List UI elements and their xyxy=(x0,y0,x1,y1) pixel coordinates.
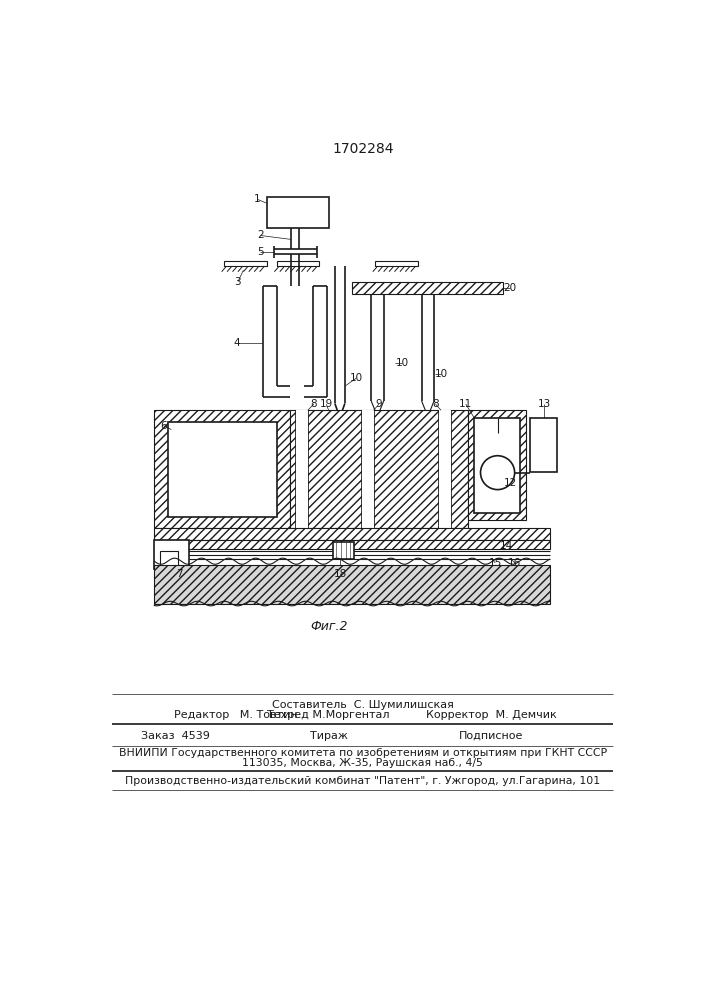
Text: 1: 1 xyxy=(254,194,261,204)
Text: Подписное: Подписное xyxy=(459,731,524,741)
Text: Производственно-издательский комбинат "Патент", г. Ужгород, ул.Гагарина, 101: Производственно-издательский комбинат "П… xyxy=(125,776,600,786)
Text: Редактор   М. Товтин: Редактор М. Товтин xyxy=(174,710,297,720)
Text: 18: 18 xyxy=(334,569,347,579)
Text: 1702284: 1702284 xyxy=(332,142,394,156)
Text: 5: 5 xyxy=(257,247,264,257)
Text: Техред М.Моргентал: Техред М.Моргентал xyxy=(267,710,390,720)
Text: ВНИИПИ Государственного комитета по изобретениям и открытиям при ГКНТ СССР: ВНИИПИ Государственного комитета по изоб… xyxy=(119,748,607,758)
Bar xyxy=(224,261,267,266)
Bar xyxy=(352,282,503,294)
Bar xyxy=(296,410,308,528)
Circle shape xyxy=(481,456,515,490)
Text: Тираж: Тираж xyxy=(310,731,348,741)
Bar xyxy=(332,542,354,559)
Text: 8: 8 xyxy=(310,399,317,409)
Bar xyxy=(154,410,290,528)
Bar xyxy=(267,197,329,228)
Bar xyxy=(375,261,418,266)
Text: 2: 2 xyxy=(257,231,264,240)
Text: 20: 20 xyxy=(503,283,517,293)
Bar xyxy=(290,410,468,528)
Text: 11: 11 xyxy=(459,399,472,409)
Text: 14: 14 xyxy=(501,541,513,551)
Text: 6: 6 xyxy=(160,421,167,431)
Text: 19: 19 xyxy=(320,399,333,409)
Bar xyxy=(168,422,276,517)
Bar xyxy=(468,410,526,520)
Text: Корректор  М. Демчик: Корректор М. Демчик xyxy=(426,710,556,720)
Text: 113035, Москва, Ж-35, Раушская наб., 4/5: 113035, Москва, Ж-35, Раушская наб., 4/5 xyxy=(243,758,483,768)
Text: 8: 8 xyxy=(432,399,439,409)
Bar xyxy=(474,418,520,513)
Text: 10: 10 xyxy=(350,373,363,383)
Text: 10: 10 xyxy=(434,369,448,379)
Bar xyxy=(276,261,320,266)
Text: 3: 3 xyxy=(235,277,241,287)
Text: Составитель  С. Шумилишская: Составитель С. Шумилишская xyxy=(271,700,454,710)
Text: 7: 7 xyxy=(177,569,183,579)
Text: 4: 4 xyxy=(234,338,240,348)
Text: 10: 10 xyxy=(396,358,409,368)
Text: Фиг.2: Фиг.2 xyxy=(310,620,347,633)
Text: 13: 13 xyxy=(537,399,551,409)
Bar xyxy=(440,410,451,528)
Bar xyxy=(530,418,557,472)
Text: 16: 16 xyxy=(508,558,521,568)
Bar xyxy=(160,551,177,568)
Text: 12: 12 xyxy=(504,478,518,488)
Bar xyxy=(154,565,549,604)
Text: Заказ  4539: Заказ 4539 xyxy=(141,731,210,741)
Bar xyxy=(154,540,189,569)
Bar xyxy=(154,528,549,540)
Bar xyxy=(154,540,549,549)
Text: 15: 15 xyxy=(489,558,502,568)
Bar xyxy=(362,410,373,528)
Text: 9: 9 xyxy=(375,399,382,409)
